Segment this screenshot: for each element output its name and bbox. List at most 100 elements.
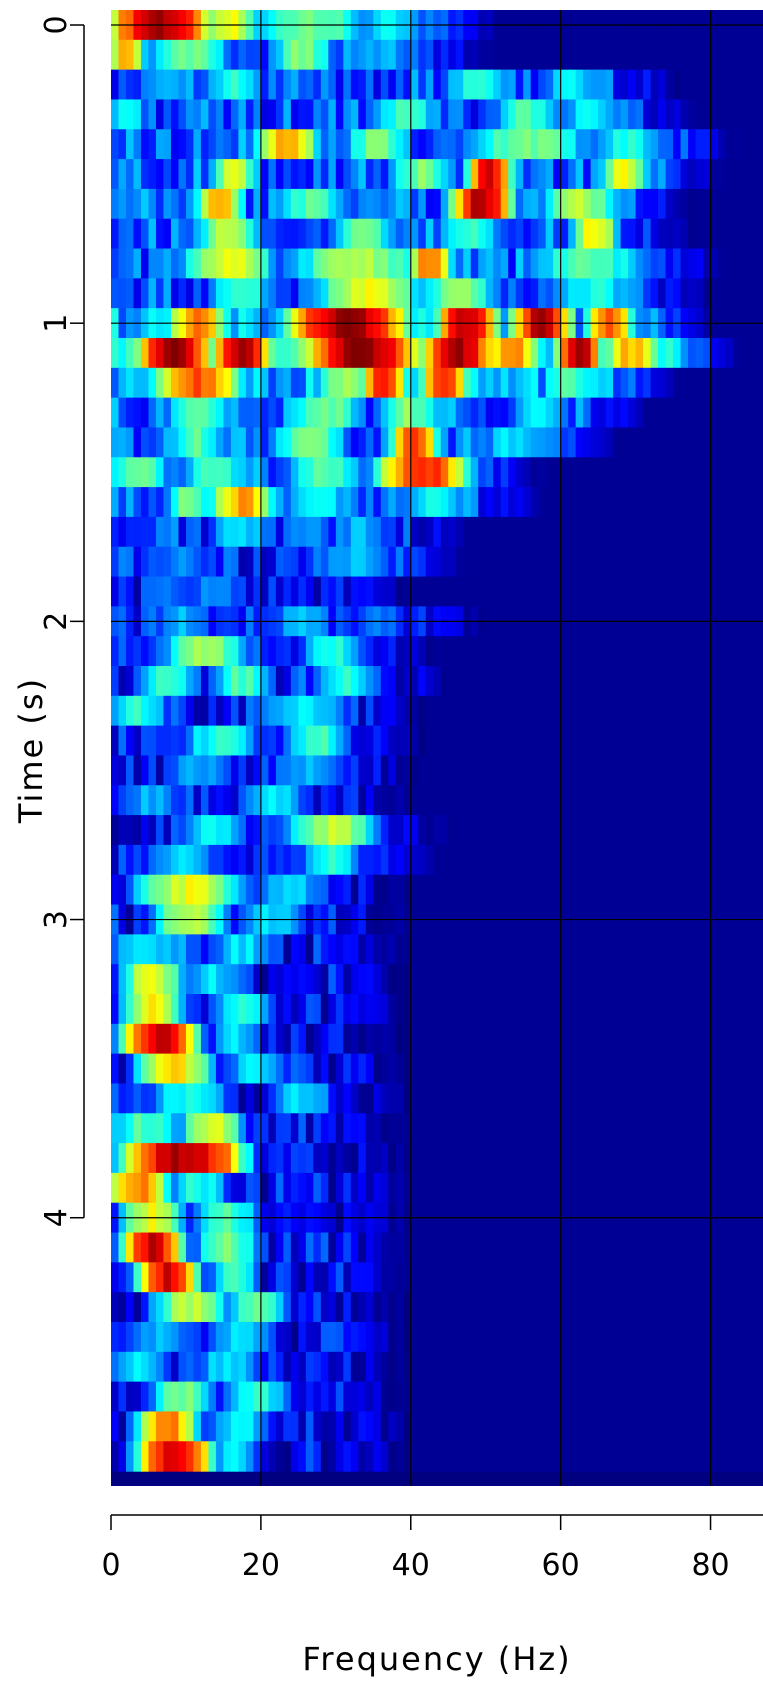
- heatmap-cell: [748, 994, 757, 1025]
- heatmap-cell: [365, 1292, 374, 1323]
- heatmap-cell: [380, 427, 389, 458]
- heatmap-cell: [590, 338, 599, 369]
- heatmap-cell: [718, 755, 727, 786]
- heatmap-cell: [253, 1441, 262, 1472]
- heatmap-cell: [515, 1113, 524, 1144]
- heatmap-cell: [170, 248, 180, 279]
- heatmap-cell: [148, 397, 157, 429]
- heatmap-cell: [500, 874, 509, 906]
- heatmap-cell: [725, 427, 734, 458]
- heatmap-cell: [200, 636, 210, 667]
- heatmap-cell: [185, 397, 195, 429]
- heatmap-cell: [440, 755, 449, 786]
- heatmap-cell: [373, 755, 382, 786]
- heatmap-cell: [238, 457, 247, 488]
- heatmap-cell: [223, 516, 232, 548]
- heatmap-cell: [463, 815, 472, 846]
- heatmap-cell: [575, 546, 584, 578]
- heatmap-cell: [283, 367, 292, 399]
- heatmap-cell: [238, 427, 247, 458]
- heatmap-cell: [643, 934, 652, 965]
- heatmap-cell: [260, 218, 269, 250]
- heatmap-cell: [313, 427, 322, 458]
- heatmap-cell: [290, 695, 299, 727]
- heatmap-cell: [635, 248, 644, 279]
- heatmap-cell: [223, 99, 232, 130]
- heatmap-cell: [155, 69, 165, 101]
- heatmap-cell: [560, 248, 569, 279]
- heatmap-cell: [425, 248, 434, 279]
- heatmap-cell: [133, 1143, 142, 1174]
- heatmap-cell: [470, 1381, 479, 1413]
- heatmap-cell: [418, 934, 427, 965]
- heatmap-cell: [493, 159, 502, 190]
- heatmap-cell: [620, 815, 629, 846]
- heatmap-cell: [635, 457, 644, 488]
- heatmap-cell: [425, 69, 434, 101]
- heatmap-cell: [245, 666, 254, 697]
- heatmap-cell: [718, 874, 727, 906]
- heatmap-cell: [335, 994, 344, 1025]
- heatmap-cell: [238, 1172, 247, 1204]
- heatmap-cell: [313, 666, 322, 697]
- heatmap-cell: [358, 755, 367, 786]
- heatmap-cell: [665, 1351, 674, 1383]
- heatmap-cell: [493, 725, 502, 757]
- heatmap-cell: [530, 218, 539, 250]
- heatmap-cell: [208, 1381, 217, 1413]
- heatmap-cell: [710, 367, 719, 399]
- heatmap-cell: [425, 844, 434, 876]
- heatmap-cell: [628, 1053, 637, 1085]
- heatmap-cell: [238, 1023, 247, 1055]
- heatmap-cell: [118, 397, 127, 429]
- heatmap-cell: [418, 516, 427, 548]
- heatmap-cell: [118, 1322, 127, 1353]
- heatmap-cell: [485, 487, 494, 518]
- heatmap-cell: [238, 218, 247, 250]
- heatmap-cell: [418, 815, 427, 846]
- heatmap-cell: [148, 1172, 157, 1204]
- heatmap-cell: [478, 844, 487, 876]
- heatmap-cell: [538, 397, 547, 429]
- heatmap-cell: [605, 248, 614, 279]
- heatmap-cell: [500, 1381, 509, 1413]
- heatmap-cell: [298, 725, 307, 757]
- heatmap-cell: [178, 666, 187, 697]
- heatmap-cell: [418, 457, 427, 488]
- heatmap-cell: [553, 874, 562, 906]
- heatmap-cell: [305, 1232, 314, 1263]
- heatmap-cell: [643, 1262, 652, 1293]
- heatmap-cell: [298, 1351, 307, 1383]
- heatmap-cell: [478, 1143, 487, 1174]
- heatmap-cell: [748, 69, 757, 101]
- heatmap-cell: [403, 69, 412, 101]
- heatmap-cell: [740, 1113, 749, 1144]
- heatmap-cell: [553, 367, 562, 399]
- heatmap-cell: [665, 1262, 674, 1293]
- heatmap-cell: [410, 815, 419, 846]
- heatmap-cell: [170, 1232, 180, 1263]
- heatmap-cell: [673, 1143, 682, 1174]
- heatmap-cell: [500, 1441, 509, 1472]
- heatmap-cell: [673, 755, 682, 786]
- heatmap-cell: [695, 1381, 704, 1413]
- heatmap-cell: [530, 1381, 539, 1413]
- heatmap-cell: [200, 934, 210, 965]
- heatmap-cell: [170, 1143, 180, 1174]
- heatmap-cell: [665, 1053, 674, 1085]
- heatmap-cell: [515, 129, 524, 160]
- heatmap-cell: [650, 1023, 659, 1055]
- heatmap-cell: [493, 874, 502, 906]
- heatmap-cell: [230, 666, 240, 697]
- heatmap-cell: [635, 874, 644, 906]
- heatmap-cell: [470, 785, 479, 816]
- heatmap-cell: [568, 1053, 577, 1085]
- heatmap-cell: [320, 487, 329, 518]
- heatmap-cell: [688, 934, 697, 965]
- heatmap-cell: [575, 487, 584, 518]
- heatmap-cell: [425, 338, 434, 369]
- heatmap-cell: [223, 785, 232, 816]
- heatmap-cell: [620, 1172, 629, 1204]
- heatmap-cell: [185, 487, 195, 518]
- heatmap-cell: [163, 1143, 172, 1174]
